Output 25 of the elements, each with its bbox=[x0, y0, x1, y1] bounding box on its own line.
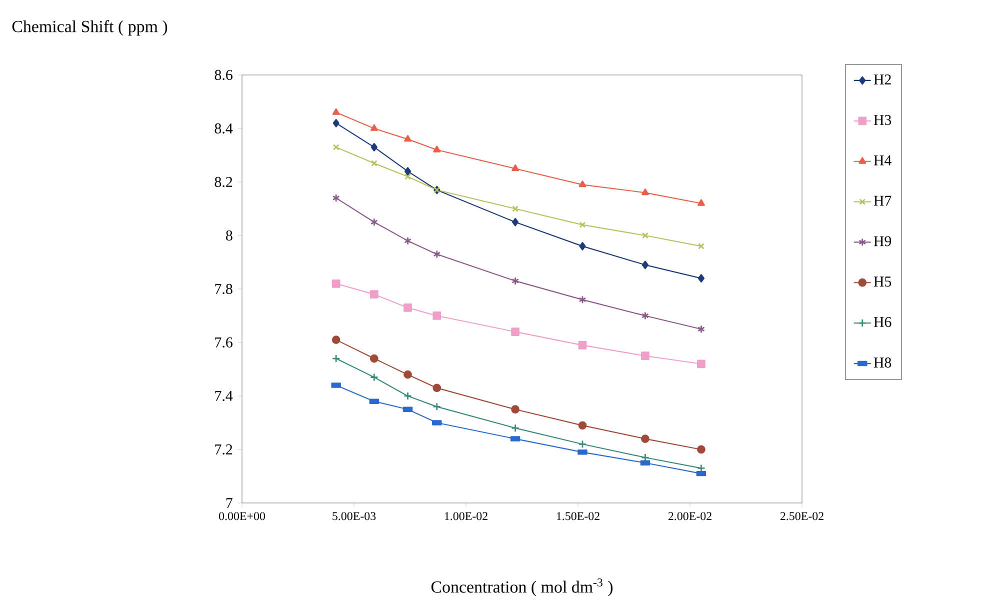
legend-label: H4 bbox=[874, 155, 892, 166]
x-tick-label: 5.00E-03 bbox=[332, 512, 376, 520]
y-axis-title: Chemical Shift ( ppm ) bbox=[12, 20, 168, 36]
legend-label: H8 bbox=[874, 358, 892, 368]
x-tick-label: 2.50E-02 bbox=[780, 512, 824, 520]
y-tick-label: 7 bbox=[226, 498, 232, 508]
y-tick-label: 7.6 bbox=[215, 337, 232, 348]
y-tick-label: 7.2 bbox=[215, 444, 232, 455]
legend-label: H5 bbox=[874, 276, 892, 287]
legend-label: H2 bbox=[874, 74, 891, 84]
x-tick-label: 1.50E-02 bbox=[556, 512, 600, 520]
x-tick-label: 2.00E-02 bbox=[668, 512, 712, 520]
legend-label: H7 bbox=[874, 196, 892, 206]
y-tick-label: 7.4 bbox=[215, 390, 233, 402]
legend-label: H6 bbox=[874, 317, 892, 328]
y-tick-label: 8.2 bbox=[214, 176, 232, 188]
y-tick-label: 7.8 bbox=[215, 284, 232, 294]
y-tick-label: 8.6 bbox=[214, 70, 232, 80]
legend-label: H3 bbox=[874, 114, 892, 125]
x-tick-label: 0.00E+00 bbox=[219, 512, 266, 520]
x-tick-label: 1.00E-02 bbox=[444, 512, 488, 520]
legend-label: H9 bbox=[874, 236, 892, 246]
y-tick-label: 8 bbox=[226, 230, 232, 241]
y-tick-label: 8.4 bbox=[214, 123, 233, 134]
x-axis-title: Concentration ( mol dm$^{-3}$ ) bbox=[431, 578, 613, 596]
